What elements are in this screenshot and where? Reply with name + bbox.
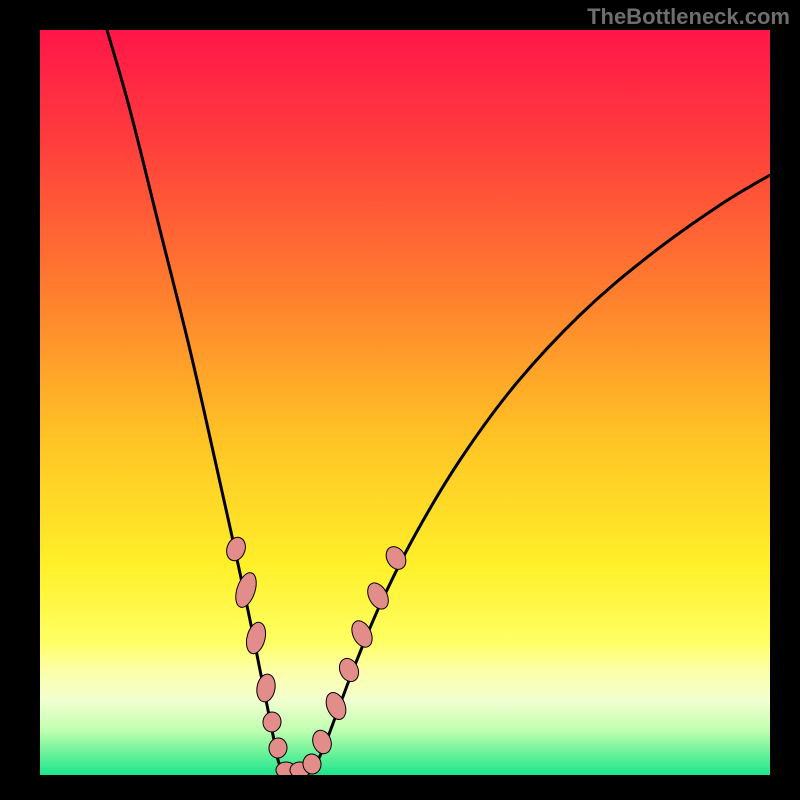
plot-area	[40, 30, 770, 775]
chart-svg	[40, 30, 770, 775]
watermark-text: TheBottleneck.com	[587, 4, 790, 30]
chart-container: TheBottleneck.com	[0, 0, 800, 800]
gradient-background	[40, 30, 770, 775]
